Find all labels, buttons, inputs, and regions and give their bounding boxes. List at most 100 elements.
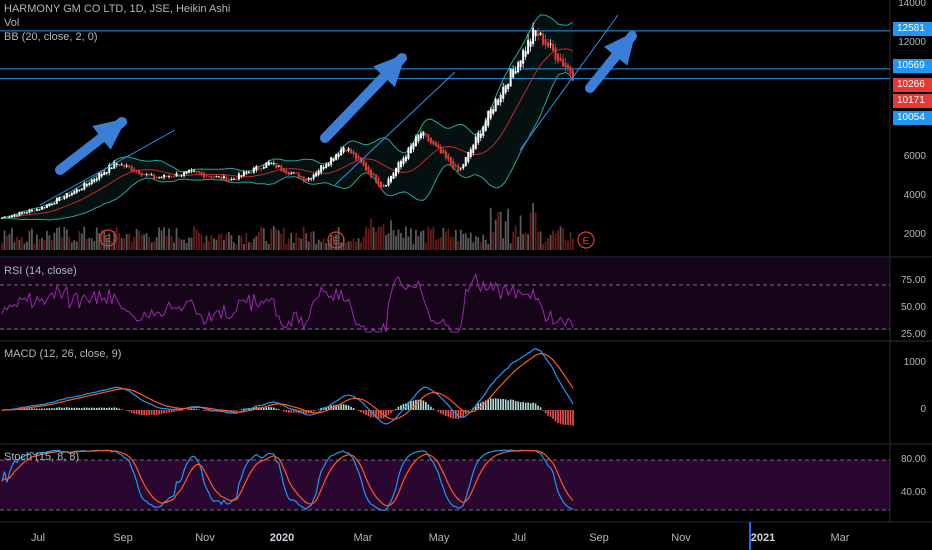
volume-bar (392, 230, 395, 250)
macd-histogram-bar (165, 410, 168, 413)
volume-bar (40, 237, 43, 250)
macd-histogram-bar (397, 406, 400, 410)
candle-body (350, 149, 353, 154)
volume-bar (352, 238, 355, 250)
volume-bar (205, 235, 208, 250)
volume-bar (410, 228, 412, 250)
price-tag: 10266 (893, 78, 932, 92)
macd-histogram-bar (73, 407, 76, 410)
volume-bar (105, 239, 108, 250)
candle-body (230, 179, 233, 181)
volume-bar (245, 232, 248, 250)
macd-histogram-bar (148, 410, 150, 416)
bb-label: BB (20, close, 2, 0) (4, 31, 98, 43)
volume-bar (120, 237, 123, 250)
volume-bar (28, 230, 31, 250)
candle-body (200, 172, 203, 174)
volume-bar (537, 232, 539, 250)
stoch-band (0, 460, 890, 510)
candle-body (70, 192, 73, 196)
candle-body (300, 175, 303, 178)
volume-bar (103, 231, 106, 250)
macd-histogram-bar (462, 410, 465, 417)
candle-body (552, 44, 555, 51)
candle-body (357, 156, 360, 159)
volume-bar (424, 242, 427, 250)
volume-bar (429, 229, 432, 250)
candle-body (355, 152, 358, 160)
volume-bar (474, 235, 477, 250)
macd-histogram-bar (395, 408, 397, 410)
volume-bar (542, 243, 544, 250)
volume-bar (387, 233, 390, 250)
candle-body (100, 173, 103, 177)
macd-histogram-bar (100, 407, 103, 410)
candle-body (98, 173, 101, 180)
candle-body (113, 161, 116, 169)
candle-body (292, 172, 295, 174)
candle-body (123, 164, 126, 167)
macd-histogram-bar (90, 407, 93, 410)
candle-body (402, 158, 405, 165)
price-axis-label: 14000 (898, 0, 926, 9)
volume-bar (434, 239, 437, 250)
candle-body (342, 147, 345, 153)
macd-histogram-bar (63, 407, 66, 410)
candle-body (387, 178, 390, 186)
candle-body (272, 163, 275, 165)
macd-histogram-bar (559, 410, 562, 424)
macd-line (1, 348, 574, 425)
macd-histogram-bar (507, 400, 509, 410)
volume-bar (275, 228, 278, 250)
volume-bar (267, 243, 270, 250)
volume-bar (153, 241, 156, 250)
volume-bar (534, 212, 537, 250)
macd-histogram-bar (160, 410, 163, 415)
macd-histogram-bar (360, 410, 362, 413)
candle-body (38, 209, 41, 211)
macd-histogram-bar (370, 410, 372, 418)
candle-body (155, 176, 158, 179)
macd-histogram-bar (188, 409, 190, 410)
price-axis-label: 6000 (903, 151, 926, 162)
macd-histogram-bar (392, 410, 395, 412)
macd-histogram-bar (28, 408, 31, 410)
volume-bar (223, 240, 225, 250)
volume-bar (355, 241, 357, 250)
volume-bar (320, 241, 323, 250)
volume-bar (183, 239, 185, 250)
candle-body (507, 83, 510, 89)
macd-histogram-bar (31, 408, 33, 410)
volume-bar (208, 241, 210, 250)
macd-histogram-bar (48, 408, 51, 410)
volume-bar (444, 231, 447, 250)
earnings-marker-label: E (583, 236, 590, 247)
price-tag: 10569 (893, 59, 932, 73)
volume-bar (439, 237, 442, 250)
candle-body (497, 99, 500, 106)
candle-body (28, 210, 31, 213)
volume-bar (65, 229, 68, 250)
candle-body (499, 94, 502, 103)
candle-body (404, 156, 407, 162)
macd-histogram-bar (38, 408, 41, 410)
volume-bar (11, 227, 13, 250)
candle-body (452, 160, 455, 170)
candle-body (469, 149, 472, 157)
macd-histogram-bar (387, 410, 390, 416)
candle-body (225, 177, 228, 182)
trend-line (519, 14, 619, 151)
macd-histogram-bar (484, 400, 487, 410)
macd-histogram-bar (357, 410, 360, 411)
volume-bar (185, 243, 188, 250)
macd-histogram-bar (437, 410, 440, 412)
volume-bar (55, 228, 58, 250)
volume-bar (80, 233, 83, 250)
candle-body (237, 173, 240, 180)
macd-histogram-bar (110, 407, 113, 410)
volume-bar (367, 228, 370, 250)
candle-body (150, 174, 153, 176)
macd-histogram-bar (502, 398, 504, 410)
candle-body (547, 42, 550, 48)
